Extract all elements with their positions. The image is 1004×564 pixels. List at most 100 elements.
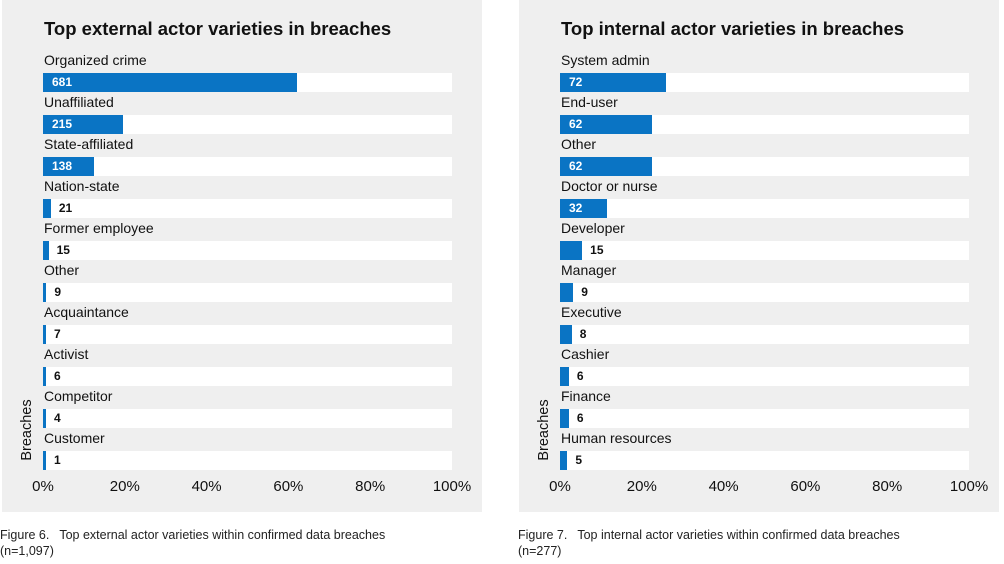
bar xyxy=(560,409,569,428)
bar xyxy=(560,283,574,302)
bar xyxy=(560,115,652,134)
bar-track: 138 xyxy=(43,157,452,176)
x-tick-label: 20% xyxy=(109,478,140,495)
bar-track: 32 xyxy=(560,199,969,218)
chart-title: Top internal actor varieties in breaches xyxy=(561,18,905,39)
data-label: 15 xyxy=(56,243,70,257)
bar xyxy=(560,241,583,260)
caption-sample-size: (n=1,097) xyxy=(0,544,54,558)
x-tick-label: 0% xyxy=(549,478,571,495)
bar xyxy=(43,157,95,176)
bar xyxy=(43,199,51,218)
category-label: State-affiliated xyxy=(44,136,134,152)
data-label: 5 xyxy=(575,453,583,467)
category-label: Other xyxy=(561,136,597,152)
data-label: 72 xyxy=(569,75,583,89)
x-tick-label: 100% xyxy=(432,478,472,495)
bar xyxy=(560,157,652,176)
bar-track: 681 xyxy=(43,73,452,92)
bar xyxy=(43,451,46,470)
bar-track: 1 xyxy=(43,451,452,470)
data-label: 32 xyxy=(569,201,583,215)
bar-track: 9 xyxy=(560,283,969,302)
x-tick-label: 20% xyxy=(626,478,657,495)
x-tick-label: 100% xyxy=(949,478,989,495)
bar xyxy=(43,73,297,92)
x-tick-label: 40% xyxy=(191,478,222,495)
category-label: Doctor or nurse xyxy=(561,178,658,194)
data-label: 62 xyxy=(569,159,583,173)
x-tick-label: 40% xyxy=(708,478,739,495)
bar xyxy=(560,367,569,386)
bar-track: 4 xyxy=(43,409,452,428)
data-label: 21 xyxy=(58,201,73,215)
internal-actors-chart-panel: Top internal actor varieties in breaches… xyxy=(519,0,999,512)
bar-track: 7 xyxy=(43,325,452,344)
category-label: Acquaintance xyxy=(44,304,129,320)
bar xyxy=(43,241,49,260)
category-label: Unaffiliated xyxy=(44,94,114,110)
data-label: 6 xyxy=(576,369,584,383)
category-label: Activist xyxy=(44,346,89,362)
chart-title: Top external actor varieties in breaches xyxy=(44,18,392,39)
bar-track: 21 xyxy=(43,199,452,218)
bar-track: 6 xyxy=(560,367,969,386)
figure-6-caption: Figure 6. Top external actor varieties wi… xyxy=(0,527,385,559)
data-label: 9 xyxy=(581,285,588,299)
data-label: 15 xyxy=(590,243,604,257)
category-label: Nation-state xyxy=(44,178,120,194)
bar xyxy=(560,325,572,344)
bar-track: 8 xyxy=(560,325,969,344)
x-tick-label: 80% xyxy=(355,478,386,495)
caption-text: Top external actor varieties within conf… xyxy=(59,528,386,542)
y-axis-label: Breaches xyxy=(536,399,552,461)
data-label: 8 xyxy=(579,327,587,341)
bar-track: 9 xyxy=(43,283,452,302)
caption-sample-size: (n=277) xyxy=(518,544,562,558)
bar-track: 5 xyxy=(560,451,969,470)
figure-number: Figure 6. xyxy=(0,528,50,542)
figure-7-caption: Figure 7. Top internal actor varieties wi… xyxy=(518,527,900,559)
data-label: 215 xyxy=(52,117,73,131)
bar-track: 6 xyxy=(560,409,969,428)
bar xyxy=(560,199,608,218)
bar-track: 15 xyxy=(560,241,969,260)
category-label: Organized crime xyxy=(44,52,147,68)
bar xyxy=(43,283,47,302)
data-label: 6 xyxy=(54,369,61,383)
caption-text: Top internal actor varieties within conf… xyxy=(577,528,900,542)
category-label: Customer xyxy=(44,430,105,446)
data-label: 9 xyxy=(54,285,62,299)
category-label: Cashier xyxy=(561,346,610,362)
category-label: Manager xyxy=(561,262,617,278)
bar xyxy=(560,73,667,92)
data-label: 62 xyxy=(569,117,583,131)
category-label: System admin xyxy=(561,52,650,68)
category-label: Former employee xyxy=(44,220,154,236)
category-label: Executive xyxy=(561,304,622,320)
category-label: Developer xyxy=(561,220,625,236)
category-label: End-user xyxy=(561,94,618,110)
x-tick-label: 0% xyxy=(32,478,54,495)
figure-number: Figure 7. xyxy=(518,528,568,542)
bar-track: 62 xyxy=(560,157,969,176)
category-label: Human resources xyxy=(561,430,672,446)
x-tick-label: 60% xyxy=(273,478,304,495)
category-label: Finance xyxy=(561,388,611,404)
bar xyxy=(560,451,568,470)
bar xyxy=(43,325,46,344)
category-label: Other xyxy=(44,262,80,278)
y-axis-label: Breaches xyxy=(19,399,35,461)
data-label: 7 xyxy=(54,327,61,341)
x-tick-label: 80% xyxy=(872,478,903,495)
data-label: 681 xyxy=(52,75,73,89)
x-tick-label: 60% xyxy=(790,478,821,495)
data-label: 1 xyxy=(54,453,61,467)
bar xyxy=(43,367,46,386)
external-actors-chart-panel: Top external actor varieties in breaches… xyxy=(2,0,482,512)
bar xyxy=(43,115,124,134)
bar xyxy=(43,409,46,428)
bar-track: 6 xyxy=(43,367,452,386)
category-label: Competitor xyxy=(44,388,113,404)
data-label: 138 xyxy=(52,159,73,173)
